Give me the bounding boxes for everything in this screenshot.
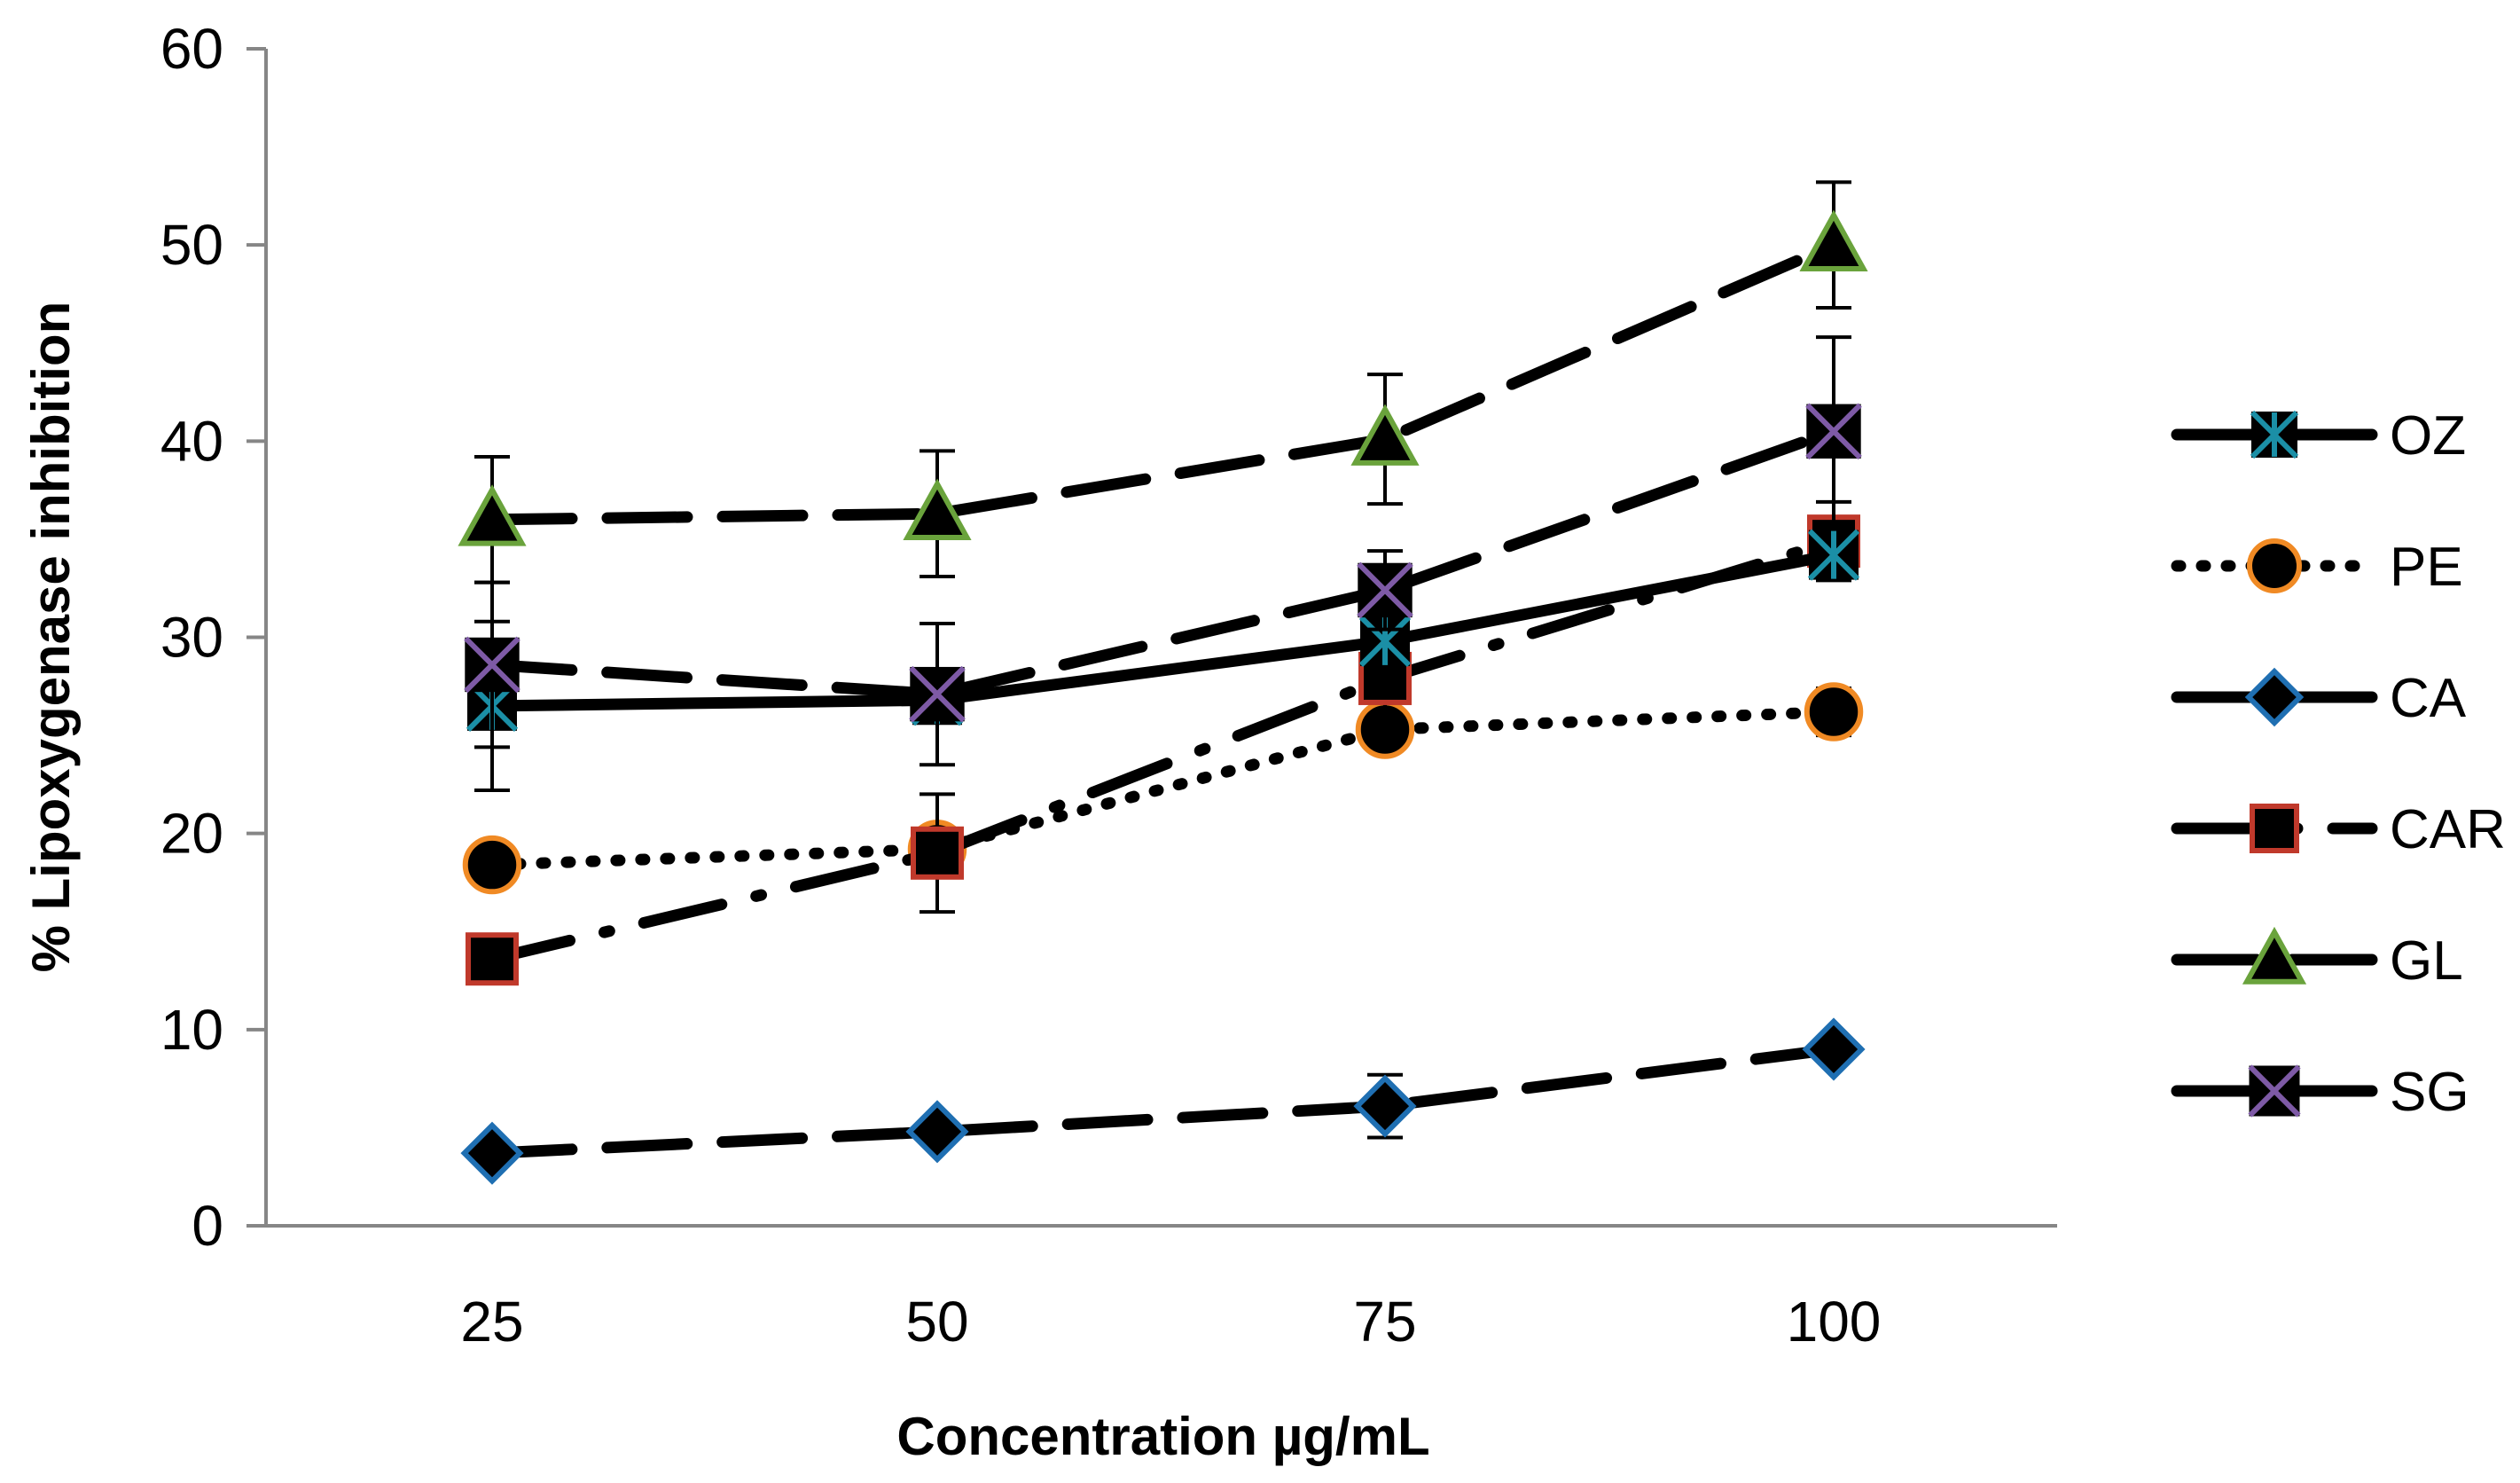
point-sg-2: [1357, 561, 1413, 619]
point-sg-1-stroke-b: [909, 665, 966, 723]
legend-marker-sg-stroke-b: [2248, 1064, 2301, 1118]
y-tick-label-2: 20: [160, 802, 223, 866]
point-sg-0: [464, 636, 520, 694]
point-gl-1: [903, 478, 972, 540]
legend-label-ca: CA: [2390, 668, 2467, 729]
legend-marker-sg: [2248, 1064, 2301, 1118]
series-ca: [460, 1017, 1866, 1185]
point-gl-2: [1350, 404, 1420, 466]
point-ca-3: [1802, 1017, 1866, 1081]
series-gl: [458, 180, 1868, 585]
series-sg: [464, 335, 1862, 767]
point-ca-0-shape: [460, 1121, 524, 1185]
legend-label-car: CAR: [2390, 799, 2506, 860]
y-tick-label-6: 60: [160, 17, 223, 81]
point-car-1-shape: [911, 826, 964, 880]
point-pe-0: [462, 835, 522, 895]
legend-label-pe: PE: [2390, 537, 2463, 598]
y-axis-title: % Lipoxygenase inhibition: [21, 302, 81, 973]
legend-marker-gl: [2242, 926, 2307, 985]
y-tick-label-0: 0: [192, 1194, 223, 1258]
point-ca-0: [460, 1121, 524, 1185]
point-gl-3: [1799, 209, 1868, 271]
legend: OZ PE CA CAR GL SG: [2171, 405, 2506, 1123]
point-gl-1-shape: [903, 478, 972, 540]
series-line-pe: [486, 706, 1840, 871]
point-ca-1: [905, 1100, 969, 1164]
point-ca-3-shape: [1802, 1017, 1866, 1081]
point-sg-1: [909, 665, 966, 723]
point-gl-0-shape: [458, 484, 527, 546]
series-line-gl: [486, 239, 1840, 526]
point-car-1: [911, 826, 964, 880]
legend-marker-gl-shape: [2242, 926, 2307, 985]
legend-marker-car: [2250, 804, 2299, 853]
legend-entry-ca: CA: [2171, 667, 2467, 729]
point-sg-2-stroke-b: [1357, 561, 1413, 619]
point-sg-0-stroke-b: [464, 636, 520, 694]
point-sg-3-stroke-b: [1805, 403, 1862, 460]
x-tick-label-3: 100: [1787, 1290, 1882, 1354]
series-car: [466, 499, 1860, 986]
legend-entry-pe: PE: [2171, 537, 2463, 598]
y-tick-label-1: 10: [160, 998, 223, 1062]
legend-marker-pe: [2247, 538, 2302, 593]
legend-entry-sg: SG: [2171, 1062, 2469, 1123]
legend-label-gl: GL: [2390, 930, 2463, 992]
y-tick-label-4: 40: [160, 409, 223, 473]
point-car-0-shape: [466, 932, 519, 986]
point-sg-3: [1805, 403, 1862, 460]
series-line-oz: [486, 549, 1840, 712]
x-tick-label-2: 75: [1353, 1290, 1416, 1354]
point-ca-2: [1353, 1074, 1417, 1138]
legend-marker-ca-shape: [2244, 667, 2305, 727]
point-gl-3-shape: [1799, 209, 1868, 271]
legend-marker-pe-shape: [2247, 538, 2302, 593]
series-oz: [466, 529, 1860, 793]
axes: 0 10 20 30 40 50 60 25 50 75 100: [160, 17, 2057, 1354]
x-tick-label-0: 25: [460, 1290, 523, 1354]
point-pe-0-shape: [462, 835, 522, 895]
legend-entry-gl: GL: [2171, 926, 2463, 992]
series-line-sg: [486, 425, 1840, 701]
point-ca-1-shape: [905, 1100, 969, 1164]
series-pe: [462, 682, 1864, 895]
point-car-0: [466, 932, 519, 986]
point-gl-0: [458, 484, 527, 546]
y-tick-label-3: 30: [160, 606, 223, 670]
x-axis-title: Concentration µg/mL: [896, 1407, 1429, 1466]
series-line-ca: [486, 1043, 1840, 1159]
point-oz-3: [1807, 529, 1860, 581]
legend-label-sg: SG: [2390, 1062, 2469, 1123]
point-gl-2-shape: [1350, 404, 1420, 466]
point-pe-3-shape: [1804, 682, 1864, 742]
y-tick-label-5: 50: [160, 213, 223, 277]
legend-label-oz: OZ: [2390, 405, 2466, 467]
legend-marker-ca: [2244, 667, 2305, 727]
legend-marker-car-shape: [2250, 804, 2299, 853]
legend-entry-car: CAR: [2171, 799, 2506, 860]
point-pe-3: [1804, 682, 1864, 742]
legend-marker-oz: [2250, 410, 2299, 459]
series-line-car: [486, 535, 1840, 965]
x-tick-label-1: 50: [905, 1290, 968, 1354]
series-layer: [458, 180, 1868, 1185]
point-ca-2-shape: [1353, 1074, 1417, 1138]
legend-entry-oz: OZ: [2171, 405, 2466, 467]
